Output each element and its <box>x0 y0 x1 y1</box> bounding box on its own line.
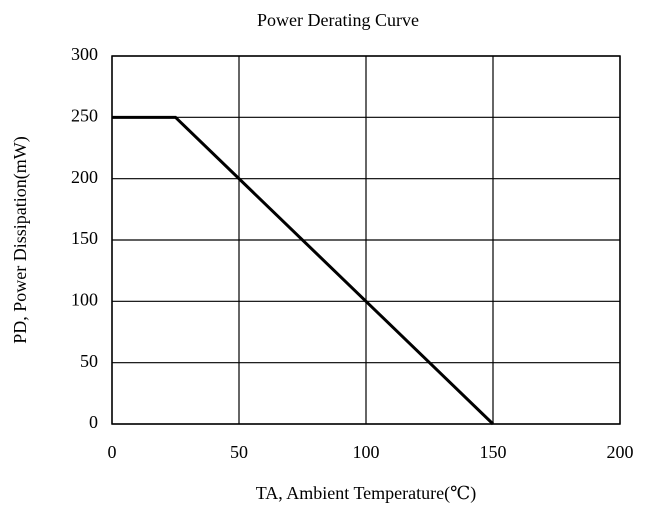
x-tick-label: 0 <box>108 442 117 462</box>
chart-title: Power Derating Curve <box>257 10 419 30</box>
y-tick-label: 0 <box>89 412 98 432</box>
x-axis-label: TA, Ambient Temperature(℃) <box>256 483 477 504</box>
y-tick-label: 50 <box>80 351 98 371</box>
x-tick-label: 50 <box>230 442 248 462</box>
x-tick-label: 200 <box>607 442 634 462</box>
x-tick-label: 150 <box>480 442 507 462</box>
y-tick-label: 250 <box>71 105 98 125</box>
data-line <box>112 115 495 426</box>
y-tick-label: 100 <box>71 289 98 309</box>
y-tick-label: 300 <box>71 44 98 64</box>
y-tick-label: 150 <box>71 228 98 248</box>
x-tick-label: 100 <box>353 442 380 462</box>
y-tick-label: 200 <box>71 167 98 187</box>
y-axis-label: PD, Power Dissipation(mW) <box>10 136 31 343</box>
